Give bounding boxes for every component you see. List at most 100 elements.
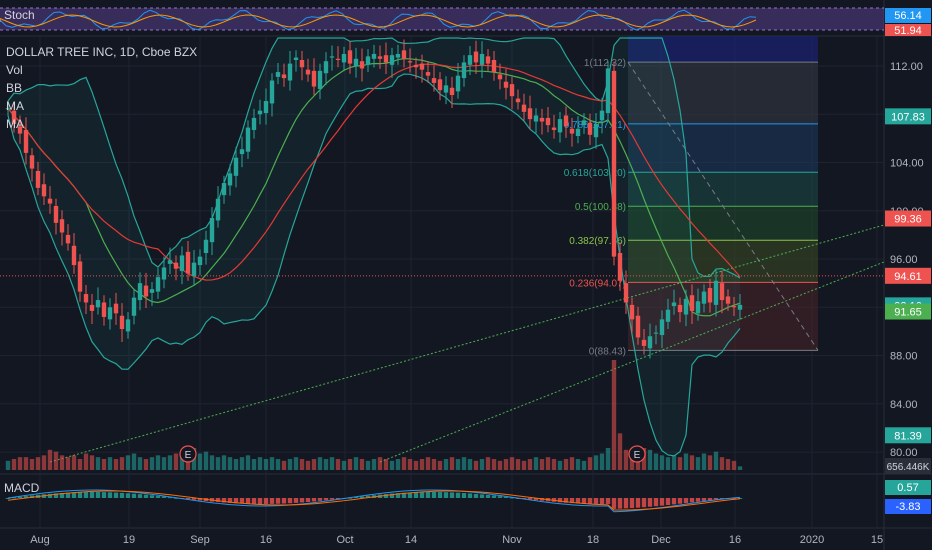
volume-bar [17,457,23,470]
macd-bar [629,498,635,509]
fib-zone-top [628,36,818,63]
macd-bar [689,498,695,503]
macd-bar [413,492,419,498]
volume-bar [437,460,443,470]
candle-body [83,294,89,303]
macd-bar [95,492,101,498]
candle-body [107,307,113,320]
volume-bar [305,460,311,470]
macd-bar [191,498,197,500]
stoch-k-line [0,9,757,31]
volume-bar [95,457,101,470]
candles [5,39,743,359]
volume-bar [521,460,527,470]
candle-body [737,304,743,310]
macd-bar [611,498,617,509]
candle-body [269,80,275,104]
bb-upper [7,37,741,279]
volume-bar [5,460,11,470]
candle-body [209,218,215,243]
candle-body [683,298,689,315]
macd-bar [707,498,713,501]
candle-body [641,339,647,346]
volume-bar [671,455,677,470]
macd-bar [11,497,17,499]
candle-body [89,304,95,311]
time-axis[interactable]: Aug 19 Sep 16 Oct 14 Nov 18 Dec 16 2020 15 [30,534,883,546]
macd-pane: MACD 0.57 -3.83 [4,480,931,514]
candle-body [569,128,575,134]
macd-bar [137,494,143,498]
earnings-marker[interactable] [179,445,197,463]
macd-bar [599,498,605,504]
macd-bar [23,496,29,498]
volume-bar [725,459,731,470]
stoch-pane: Stoch 56.14 51.94 [0,7,931,37]
volume-bar [269,457,275,470]
candle-body [125,319,131,332]
volume-bar [497,460,503,470]
trend-lines[interactable] [0,224,885,463]
candle-body [245,127,251,152]
y-tick-label: 80.00 [890,447,918,459]
macd-bar [617,498,623,509]
macd-bar [65,492,71,498]
macd-bar [227,498,233,503]
volume-bar [557,460,563,470]
macd-bar [581,498,587,504]
candle-body [725,296,731,304]
macd-bar [437,492,443,498]
candle-body [449,87,455,95]
volume-bar [647,449,653,470]
candle-body [623,283,629,303]
fib-zone [628,123,818,173]
macd-bar [17,496,23,498]
volume-bar [449,457,455,470]
macd-bar [143,494,149,498]
volume-bar [575,459,581,470]
x-tick-label: Dec [651,534,671,546]
candle-body [101,302,107,317]
symbol-title: DOLLAR TREE INC, 1D, Cboe BZX [6,45,197,59]
candle-body [443,85,449,93]
candle-body [263,101,269,114]
candle-body [605,68,611,114]
macd-bar [185,498,191,500]
candle-body [371,53,377,59]
candle-body [593,123,599,138]
candle-body [557,119,563,133]
macd-value-box-2 [885,499,931,514]
volume-bar [341,460,347,470]
macd-bar [275,498,281,504]
candle-body [353,58,359,67]
macd-bar [641,498,647,508]
candle-body [161,267,167,280]
candle-body [497,74,503,80]
candle-body [671,302,677,307]
candle-body [701,291,707,304]
volume-bar [683,453,689,470]
candle-body [323,61,329,74]
macd-bar [257,498,263,504]
macd-bar [323,498,329,501]
candle-body [437,79,443,91]
volume-bar [365,460,371,470]
candle-body [119,315,125,330]
macd-bar [29,495,35,498]
fib-zone [628,62,818,124]
macd-value: 0.57 [897,482,918,494]
price-label-box [885,108,931,125]
macd-bar [485,494,491,498]
volume-bar [155,455,161,470]
macd-bar [77,492,83,498]
macd-bar [233,498,239,504]
candle-body [233,157,239,176]
volume-bar [413,460,419,470]
volume-bar [401,457,407,470]
volume-bar [29,459,35,470]
earnings-marker[interactable] [628,445,646,463]
macd-bar [449,492,455,498]
volume-bar [167,455,173,470]
